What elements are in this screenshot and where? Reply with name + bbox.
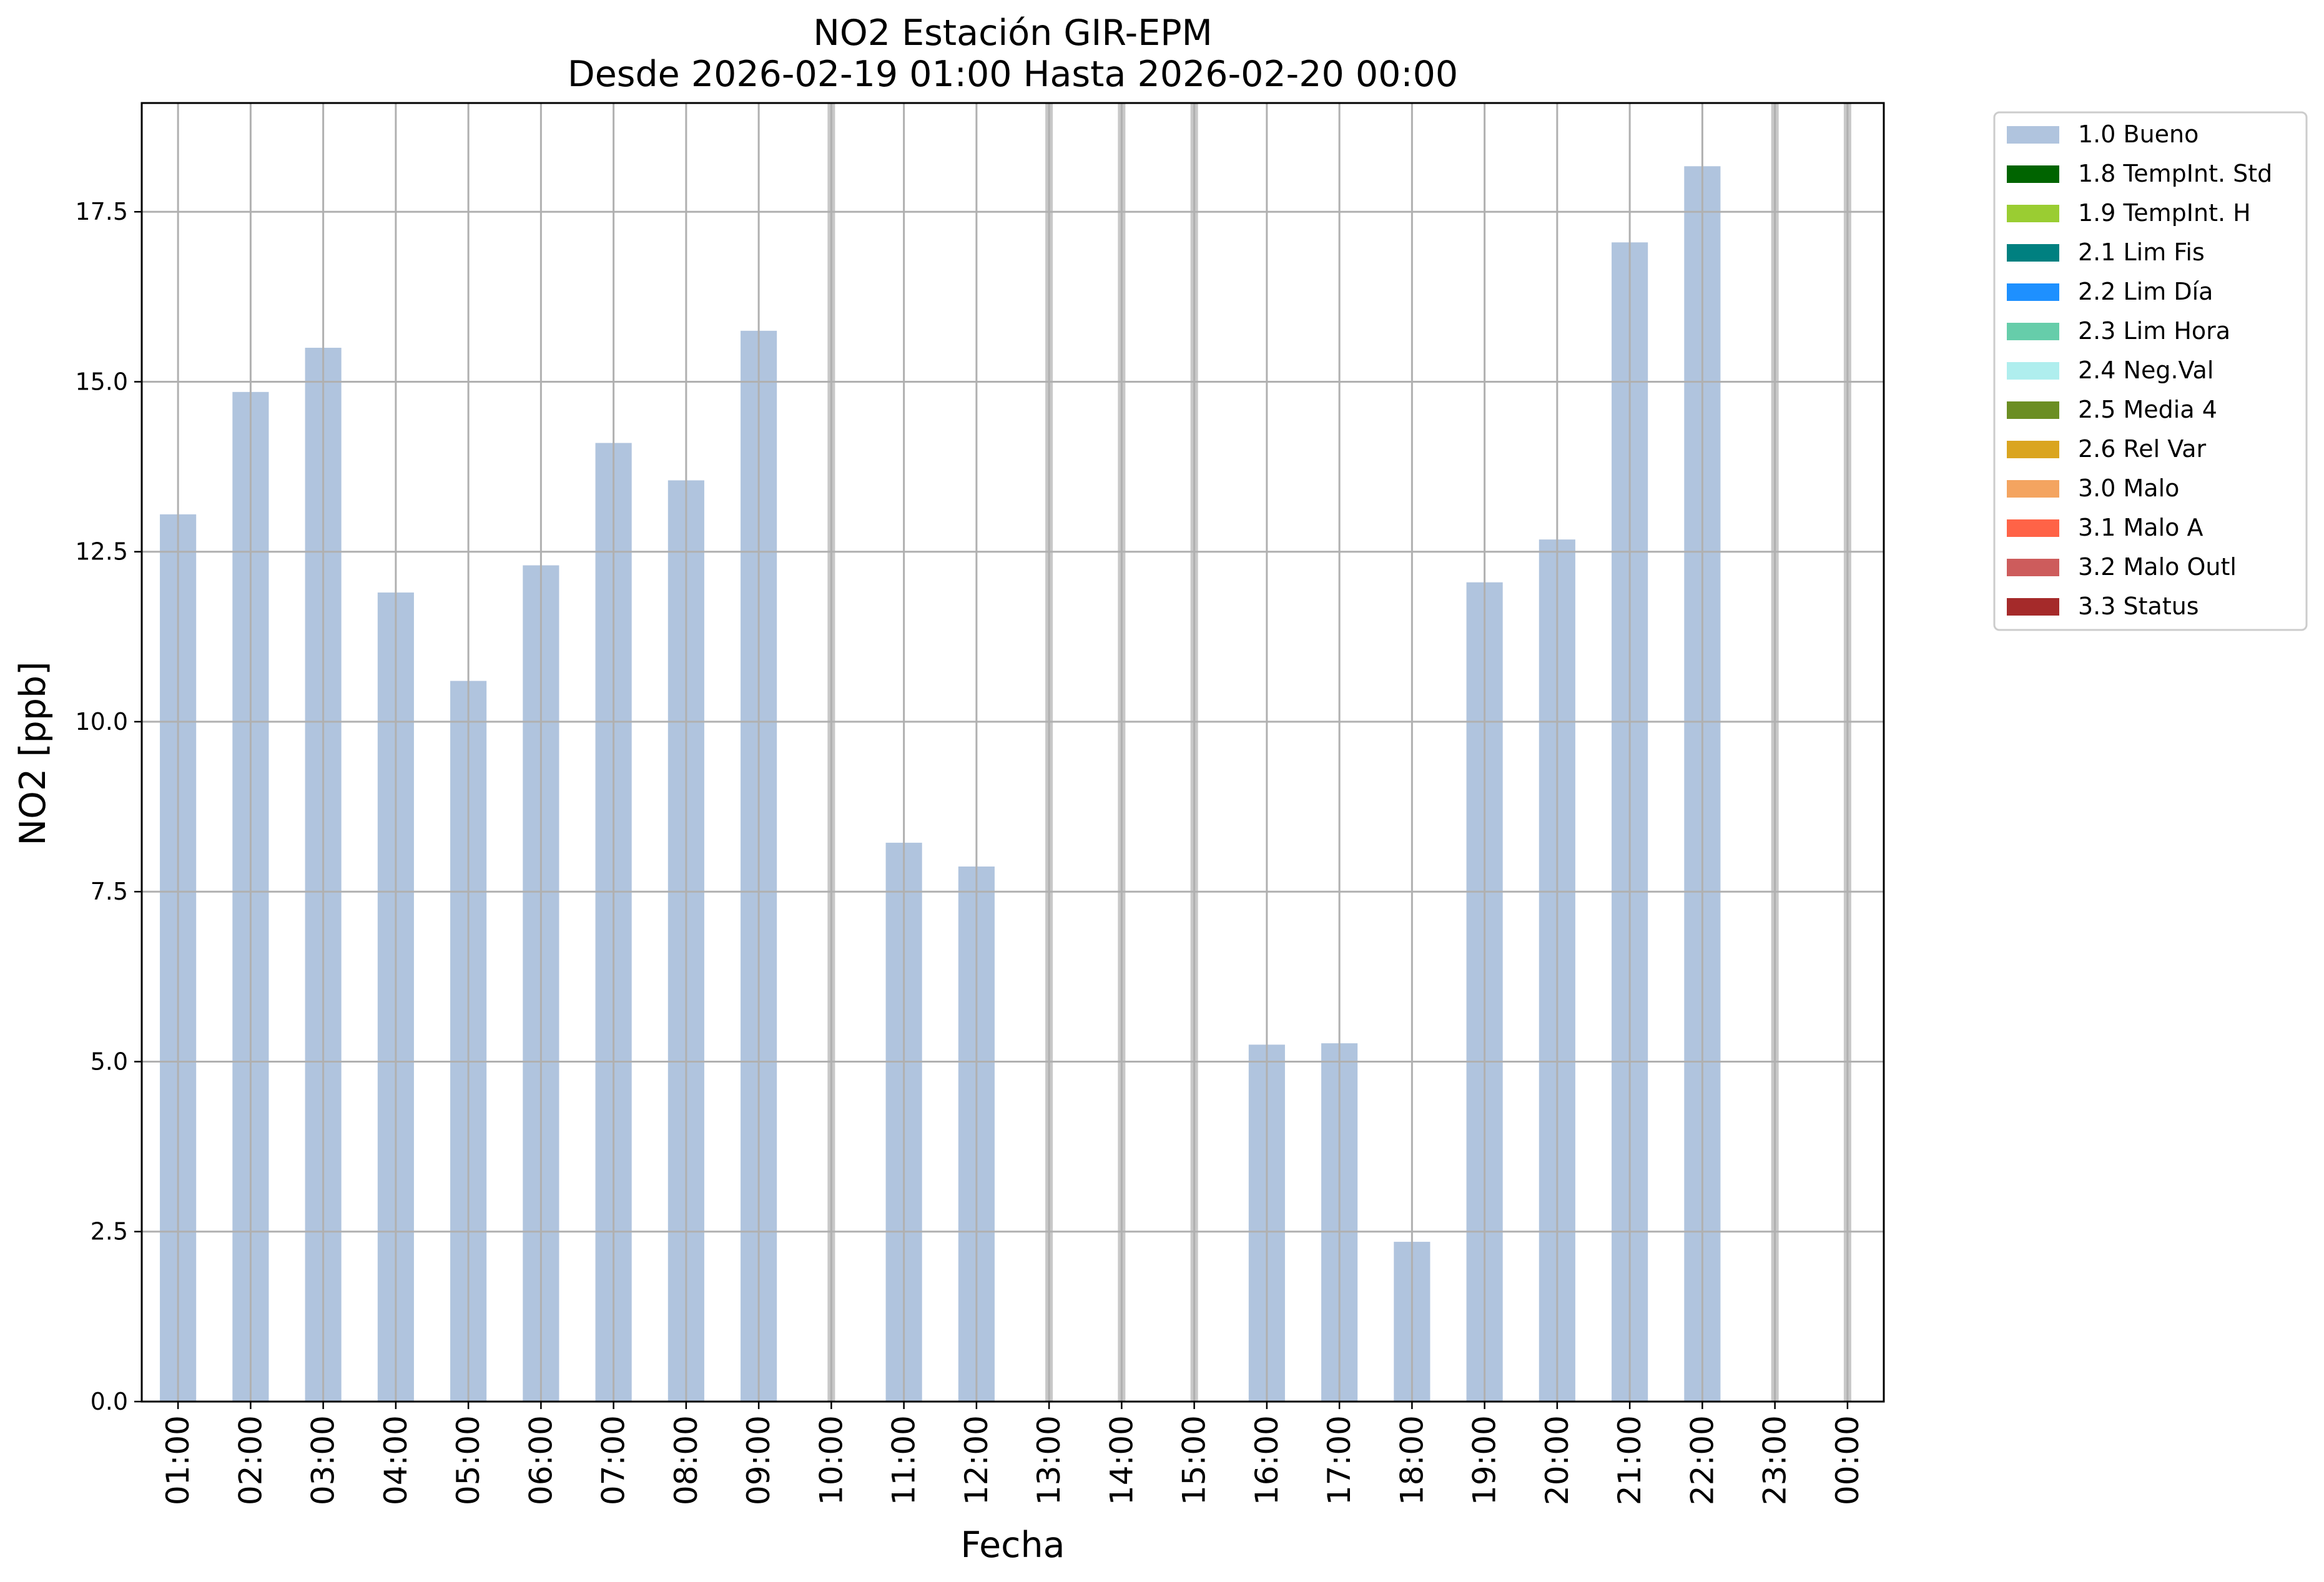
legend-swatch (2007, 165, 2059, 183)
x-tick-label: 03:00 (305, 1415, 342, 1505)
legend-swatch (2007, 244, 2059, 262)
legend-label: 2.3 Lim Hora (2078, 317, 2230, 345)
legend-swatch (2007, 205, 2059, 222)
y-tick-label: 7.5 (91, 878, 128, 905)
y-tick-label: 10.0 (75, 708, 128, 735)
chart-subtitle: Desde 2026-02-19 01:00 Hasta 2026-02-20 … (568, 54, 1458, 95)
chart-title: NO2 Estación GIR-EPM (813, 12, 1213, 54)
y-tick-label: 0.0 (91, 1388, 128, 1415)
x-tick-label: 09:00 (741, 1415, 777, 1505)
x-tick-label: 06:00 (523, 1415, 559, 1505)
legend-swatch (2007, 519, 2059, 537)
legend-label: 1.9 TempInt. H (2078, 199, 2251, 227)
legend-swatch (2007, 559, 2059, 576)
legend-label: 1.0 Bueno (2078, 120, 2198, 148)
legend: 1.0 Bueno 1.8 TempInt. Std 1.9 TempInt. H 2… (1993, 111, 2308, 631)
legend-label: 1.8 TempInt. Std (2078, 160, 2272, 187)
x-tick-label: 04:00 (378, 1415, 414, 1505)
x-axis-label: Fecha (960, 1525, 1065, 1566)
x-tick-label: 08:00 (668, 1415, 704, 1505)
legend-swatch (2007, 441, 2059, 458)
y-tick-label: 15.0 (75, 368, 128, 395)
legend-label: 3.2 Malo Outl (2078, 553, 2237, 581)
y-tick-label: 2.5 (91, 1218, 128, 1245)
legend-swatch (2007, 598, 2059, 616)
plot-background (142, 103, 1884, 1402)
x-tick-label: 05:00 (450, 1415, 486, 1505)
y-tick-label: 17.5 (75, 198, 128, 225)
y-tick-label: 12.5 (75, 538, 128, 566)
legend-swatch (2007, 401, 2059, 419)
legend-label: 2.2 Lim Día (2078, 278, 2213, 305)
x-tick-label: 12:00 (958, 1415, 995, 1505)
x-tick-label: 01:00 (160, 1415, 196, 1505)
x-tick-label: 15:00 (1176, 1415, 1213, 1505)
x-tick-label: 23:00 (1757, 1415, 1793, 1505)
x-tick-label: 00:00 (1829, 1415, 1866, 1505)
legend-label: 2.5 Media 4 (2078, 396, 2217, 423)
legend-label: 3.1 Malo A (2078, 514, 2203, 541)
x-tick-label: 19:00 (1467, 1415, 1503, 1505)
x-tick-label: 11:00 (886, 1415, 922, 1505)
plot-frame (140, 102, 1885, 1403)
legend-swatch (2007, 126, 2059, 144)
legend-label: 3.0 Malo (2078, 474, 2179, 502)
y-axis-label: NO2 [ppb] (12, 662, 54, 846)
y-tick-label: 5.0 (91, 1048, 128, 1075)
x-tick-label: 02:00 (232, 1415, 268, 1505)
legend-label: 2.6 Rel Var (2078, 435, 2207, 463)
legend-label: 2.4 Neg.Val (2078, 356, 2213, 384)
x-tick-label: 07:00 (596, 1415, 632, 1505)
x-tick-label: 14:00 (1103, 1415, 1140, 1505)
legend-swatch (2007, 362, 2059, 380)
x-tick-label: 16:00 (1249, 1415, 1285, 1505)
x-tick-label: 20:00 (1539, 1415, 1575, 1505)
x-tick-label: 21:00 (1612, 1415, 1648, 1505)
legend-label: 2.1 Lim Fis (2078, 238, 2205, 266)
x-tick-label: 13:00 (1031, 1415, 1067, 1505)
legend-label: 3.3 Status (2078, 592, 2199, 620)
legend-swatch (2007, 283, 2059, 301)
x-tick-label: 18:00 (1394, 1415, 1430, 1505)
legend-swatch (2007, 323, 2059, 340)
x-tick-label: 10:00 (813, 1415, 849, 1505)
x-tick-label: 17:00 (1321, 1415, 1357, 1505)
legend-swatch (2007, 480, 2059, 498)
plot-area: 0.0 2.5 5.0 7.5 10.0 12.5 15.0 17.5 01:00 02:00 03… (75, 102, 1885, 1505)
x-tick-label: 22:00 (1684, 1415, 1720, 1505)
legend-box (1993, 111, 2308, 631)
